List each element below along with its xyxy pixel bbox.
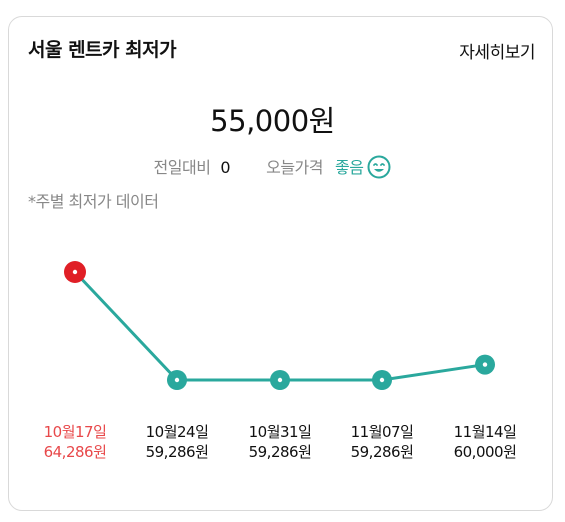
current-price: 55,000원 [210, 104, 335, 138]
today-price-status: 좋음 [335, 158, 364, 177]
x-tick-label: 10월31일 [248, 423, 312, 441]
card-title: 서울 렌트카 최저가 [28, 39, 177, 61]
value-label: 59,286원 [350, 443, 414, 461]
value-label: 59,286원 [145, 443, 209, 461]
smile-icon [367, 155, 391, 183]
value-label: 59,286원 [248, 443, 312, 461]
x-tick-label: 10월24일 [145, 423, 209, 441]
x-tick-label: 11월14일 [453, 423, 517, 441]
price-stats: 전일대비 0 오늘가격 좋음 [0, 154, 545, 183]
weekly-data-note: *주별 최저가 데이터 [28, 192, 159, 211]
value-label: 60,000원 [453, 443, 517, 461]
value-label: 64,286원 [43, 443, 107, 461]
prev-day-label: 전일대비 [153, 158, 211, 177]
today-price-label: 오늘가격 [266, 158, 323, 177]
prev-day-value: 0 [220, 158, 231, 177]
x-tick-label: 11월07일 [350, 423, 414, 441]
x-tick-label: 10월17일 [43, 423, 107, 441]
price-card [8, 16, 553, 511]
view-details-link[interactable]: 자세히보기 [459, 43, 535, 63]
